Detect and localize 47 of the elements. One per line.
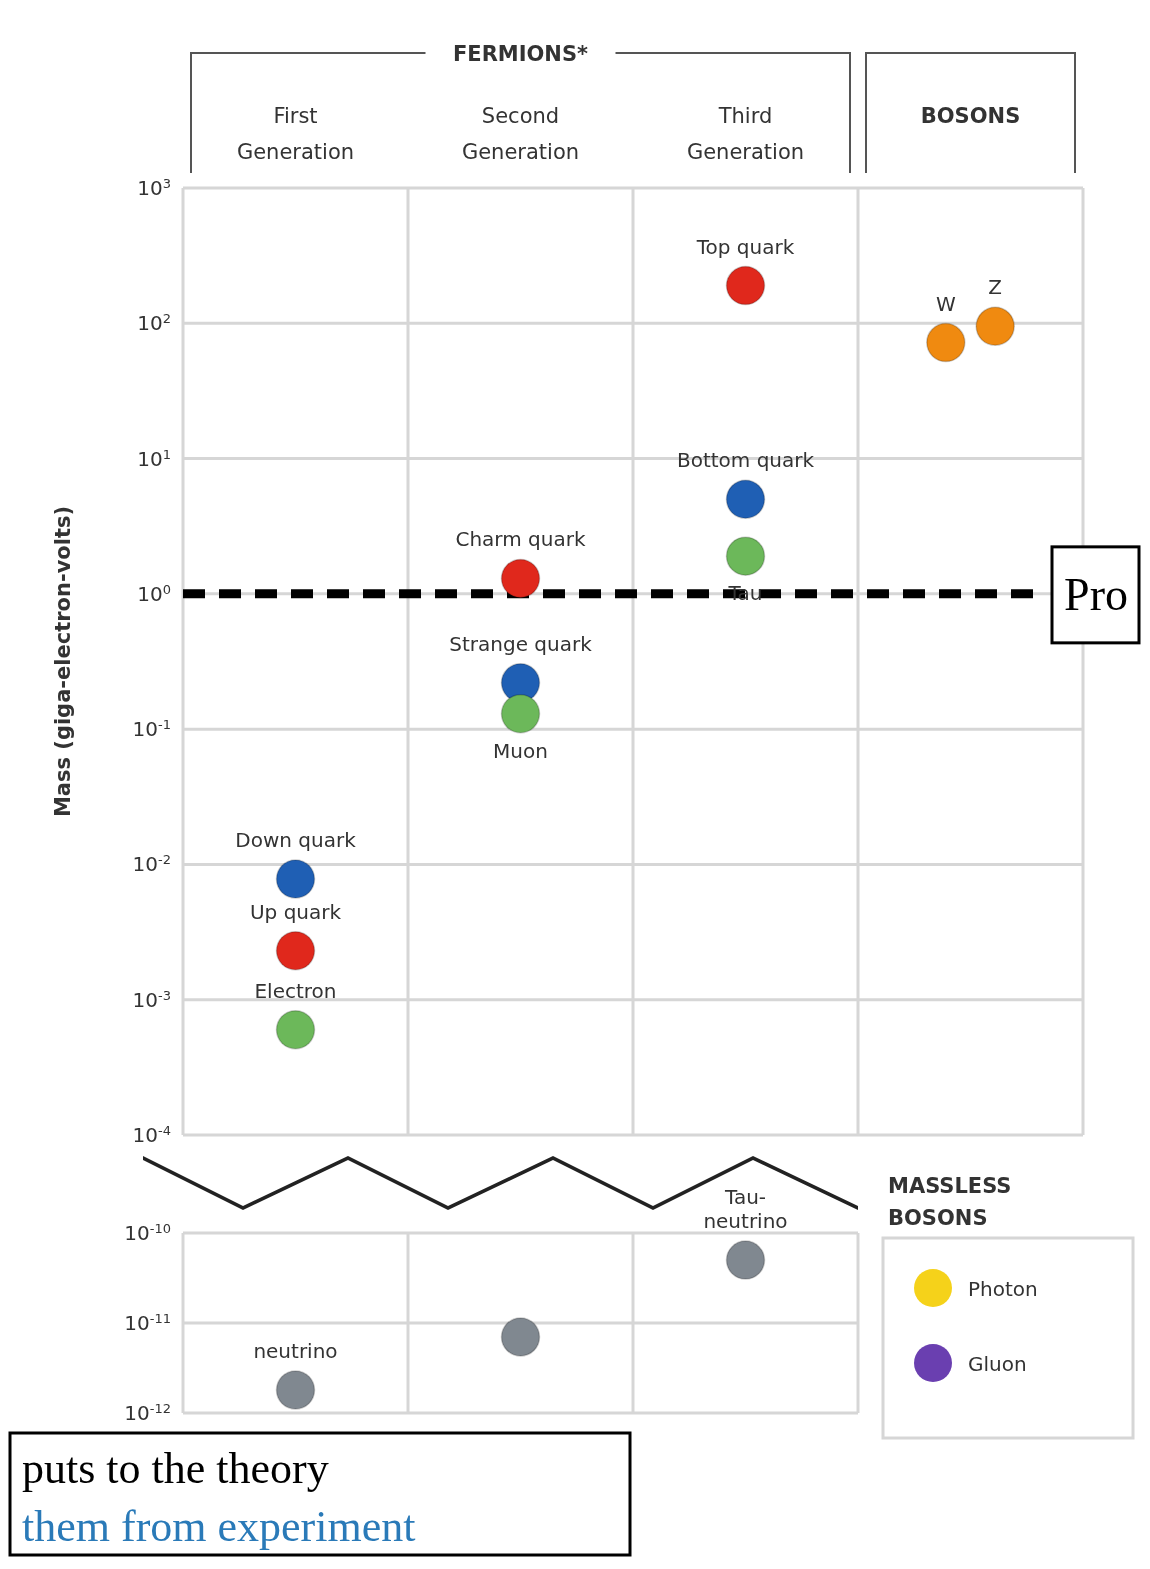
category-label: Gluon xyxy=(968,1352,1027,1376)
y-tick-label: 10$^{-2}$ xyxy=(132,851,171,877)
point xyxy=(275,931,316,971)
y-tick-label: 10$^{-3}$ xyxy=(132,987,171,1012)
point xyxy=(275,859,316,899)
point xyxy=(500,693,541,734)
x-tick-label: First Generation xyxy=(236,104,355,164)
series-label: Z xyxy=(988,275,1003,300)
y-tick-label: 10$^{1}$ xyxy=(137,446,171,471)
text: FERMIONS* xyxy=(452,42,589,66)
category-label: Photon xyxy=(968,1277,1038,1301)
ref-line-label: Pro xyxy=(1064,568,1128,620)
y-axis-title: Mass (giga-electron-volts) xyxy=(51,505,75,818)
series-label: W xyxy=(935,291,956,316)
y-tick-label: 10$^{-1}$ xyxy=(132,716,171,742)
x-tick-label: Second Generation xyxy=(461,104,580,164)
y-tick-label: 10$^{-4}$ xyxy=(132,1122,171,1147)
text: them from experiment xyxy=(22,1502,416,1551)
annotation: Up quark xyxy=(249,899,342,924)
point xyxy=(725,265,766,306)
annotation: Strange quark xyxy=(449,631,593,656)
x-tick-label: BOSONS xyxy=(920,104,1021,128)
y-tick-label: 10$^{-11}$ xyxy=(124,1310,171,1335)
y-tick-label: 10$^{-12}$ xyxy=(124,1400,171,1425)
text: MASSLESS BOSONS xyxy=(888,1174,1012,1230)
text: puts to the theory xyxy=(22,1444,329,1493)
annotation: Tau xyxy=(727,581,763,606)
annotation: Bottom quark xyxy=(676,448,815,473)
y-tick-label: 10$^{0}$ xyxy=(137,581,171,606)
x-tick-label: Third Generation xyxy=(686,104,805,164)
point xyxy=(275,1009,316,1050)
point xyxy=(500,558,541,599)
annotation: Down quark xyxy=(235,828,357,853)
annotation: Electron xyxy=(254,978,337,1003)
annotation: Charm quark xyxy=(455,527,586,552)
annotation: Tau-neutrino xyxy=(703,1185,788,1234)
point xyxy=(725,536,766,576)
point xyxy=(500,1317,541,1357)
point xyxy=(725,1240,766,1280)
y-tick-label: 10$^{2}$ xyxy=(137,310,171,336)
annotation: Muon xyxy=(493,738,548,763)
y-tick-label: 10$^{-10}$ xyxy=(124,1220,171,1245)
annotation: neutrino xyxy=(253,1339,338,1364)
y-tick-label: 10$^{3}$ xyxy=(137,175,171,200)
point xyxy=(275,1370,316,1410)
point xyxy=(725,479,766,520)
annotation: Top quark xyxy=(695,234,795,259)
